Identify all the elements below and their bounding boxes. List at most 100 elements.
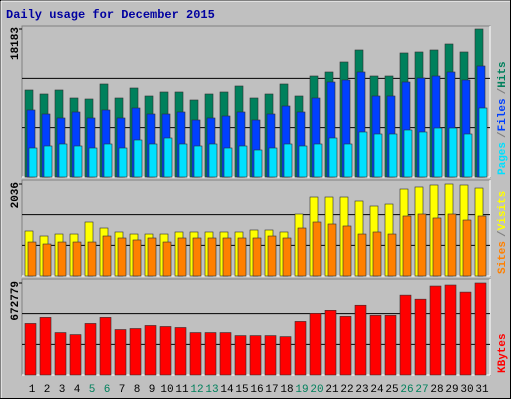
bar	[103, 143, 113, 178]
bar	[87, 241, 97, 277]
bar	[388, 133, 398, 178]
bar	[54, 332, 67, 376]
bar	[294, 321, 307, 376]
bar	[193, 145, 203, 178]
bar	[192, 237, 202, 277]
bar	[178, 143, 188, 178]
y-tick-label: 2036	[10, 182, 22, 208]
x-tick-label: 26	[400, 384, 413, 396]
x-tick-label: 3	[59, 384, 66, 396]
bar	[297, 227, 307, 277]
x-tick-label: 16	[250, 384, 263, 396]
legend-entry: Pages	[497, 142, 509, 175]
bar	[147, 237, 157, 277]
bar	[462, 219, 472, 277]
legend-entry: Sites	[497, 241, 509, 274]
legend-entry: Files	[497, 98, 509, 131]
bar	[223, 147, 233, 178]
legend: Sites /Visits	[497, 191, 509, 274]
bar	[222, 237, 232, 277]
bar	[369, 315, 382, 376]
bar	[282, 237, 292, 277]
bar	[58, 143, 68, 178]
bar	[129, 328, 142, 376]
x-tick-label: 7	[119, 384, 126, 396]
legend-separator: /	[497, 87, 509, 94]
bar	[418, 131, 428, 178]
chart-title: Daily usage for December 2015	[6, 8, 215, 22]
bar	[204, 332, 217, 376]
x-tick-label: 19	[295, 384, 308, 396]
legend-separator: /	[497, 230, 509, 237]
x-tick-label: 4	[74, 384, 81, 396]
x-tick-label: 10	[160, 384, 173, 396]
bar	[402, 215, 412, 277]
bar	[298, 145, 308, 178]
bar	[417, 213, 427, 277]
bar	[208, 143, 218, 178]
x-tick-label: 9	[149, 384, 156, 396]
x-tick-label: 31	[475, 384, 489, 396]
bar	[267, 235, 277, 277]
bar	[357, 233, 367, 277]
bar	[343, 143, 353, 178]
x-tick-label: 24	[370, 384, 384, 396]
bar	[268, 147, 278, 178]
bar	[448, 127, 458, 178]
legend: Pages/Files/Hits	[497, 61, 509, 175]
bar	[339, 316, 352, 376]
y-tick-label: 672779	[10, 281, 22, 321]
bar	[28, 147, 38, 178]
bar	[429, 285, 442, 376]
bar	[354, 304, 367, 376]
bar	[43, 145, 53, 178]
bar	[84, 323, 97, 376]
legend-separator: /	[497, 131, 509, 138]
bar	[433, 127, 443, 178]
bar	[387, 233, 397, 277]
bar	[324, 309, 337, 376]
x-tick-label: 23	[355, 384, 368, 396]
bar	[252, 237, 262, 277]
legend: KBytes	[497, 333, 509, 373]
bar	[148, 143, 158, 178]
bar	[118, 147, 128, 178]
bar	[414, 298, 427, 376]
bar	[177, 237, 187, 277]
x-tick-label: 20	[310, 384, 323, 396]
x-tick-label: 13	[205, 384, 218, 396]
bar	[283, 143, 293, 178]
y-tick-label: 18183	[10, 27, 22, 60]
x-tick-label: 21	[325, 384, 339, 396]
bar	[444, 284, 457, 376]
bar	[132, 239, 142, 277]
x-tick-label: 14	[220, 384, 234, 396]
x-tick-label: 11	[175, 384, 189, 396]
bar	[309, 313, 322, 376]
bar	[133, 139, 143, 178]
bar	[474, 282, 487, 376]
bar	[219, 332, 232, 376]
bar	[399, 294, 412, 376]
bar	[432, 217, 442, 277]
bar	[159, 326, 172, 376]
x-tick-label: 12	[190, 384, 203, 396]
bar	[174, 327, 187, 376]
bar	[102, 235, 112, 277]
x-tick-label: 27	[415, 384, 428, 396]
x-tick-label: 15	[235, 384, 248, 396]
bar	[477, 215, 487, 277]
legend-entry: Hits	[497, 61, 509, 87]
x-tick-label: 29	[445, 384, 458, 396]
bar	[403, 129, 413, 178]
bar	[69, 334, 82, 376]
bar	[207, 237, 217, 277]
x-tick-label: 18	[280, 384, 293, 396]
bar	[328, 137, 338, 178]
bar	[189, 332, 202, 376]
bar	[27, 241, 37, 277]
bar	[373, 133, 383, 178]
bar	[117, 237, 127, 277]
bar	[72, 241, 82, 277]
